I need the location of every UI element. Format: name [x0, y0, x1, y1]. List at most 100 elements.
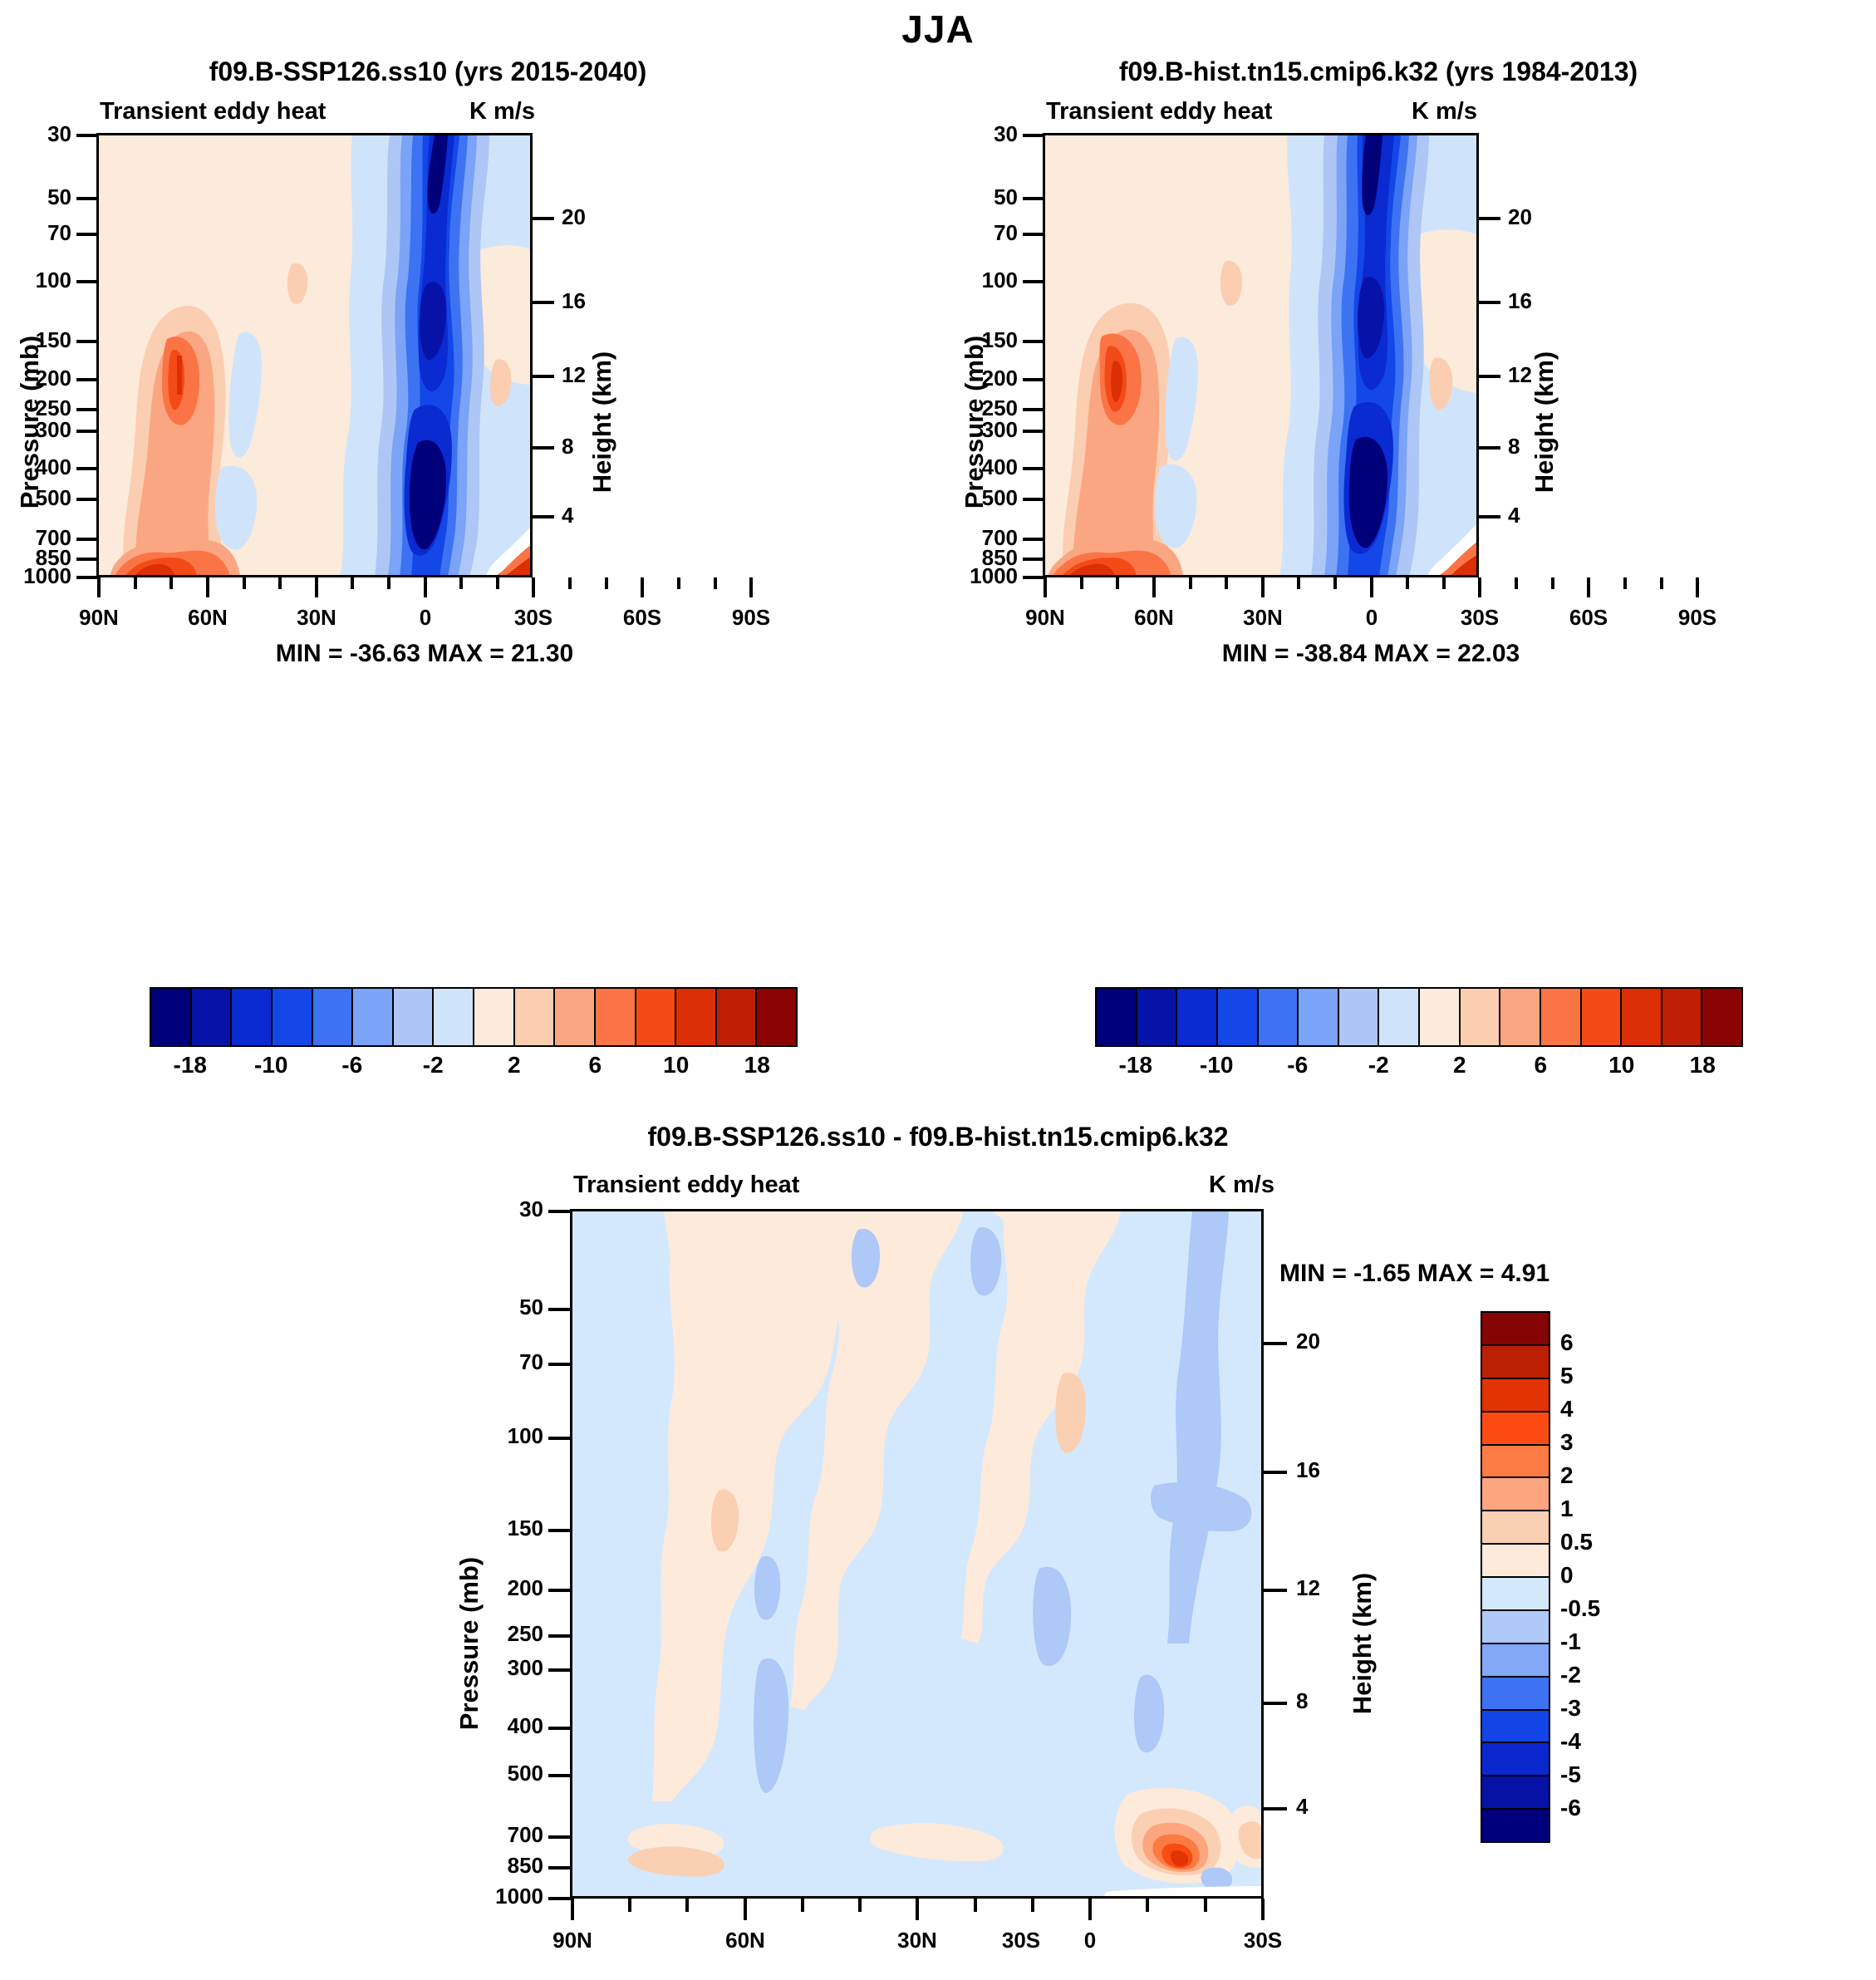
colorbar-main-right-tick-5: 6: [1534, 1052, 1548, 1078]
colorbar-diff-tick-7: 0: [1560, 1562, 1574, 1588]
y2-axis-title-bottom: Height (km): [1348, 1572, 1377, 1715]
colorbar-diff-tick-13: -5: [1560, 1761, 1581, 1787]
colorbar-main-left-tick-7: 18: [744, 1052, 770, 1078]
colorbar-main-left-cell-13: [676, 989, 717, 1045]
colorbar-diff-tick-2: 4: [1560, 1396, 1574, 1422]
colorbar-main-left-cell-15: [757, 989, 796, 1045]
colorbar-diff-cell-4: [1482, 1445, 1549, 1479]
colorbar-main-right-cell-10: [1500, 989, 1541, 1045]
colorbar-main-right-tick-3: -2: [1368, 1052, 1389, 1078]
colorbar-main-right-tick-1: -10: [1200, 1052, 1234, 1078]
colorbar-main-left-tick-6: 10: [663, 1052, 690, 1078]
panel-subtitle-bottom: Transient eddy heat: [573, 1172, 800, 1198]
y-axis-title-bottom: Pressure (mb): [454, 1556, 484, 1731]
panel-top-right: f09.B-hist.tn15.cmip6.k32 (yrs 1984-2013…: [938, 50, 1876, 1147]
y2-axis-title-top-right: Height (km): [1530, 351, 1559, 494]
colorbar-main-right-tick-4: 2: [1452, 1052, 1466, 1078]
colorbar-diff-cell-0: [1482, 1313, 1549, 1346]
colorbar-main-left-cell-0: [151, 989, 192, 1045]
colorbar-main-right-cell-0: [1097, 989, 1137, 1045]
colorbar-diff-cell-11: [1482, 1677, 1549, 1711]
colorbar-diff-tick-5: 1: [1560, 1496, 1574, 1521]
x-tick-30s: 30S: [1001, 1928, 1041, 1953]
colorbar-diff-tick-1: 5: [1560, 1363, 1574, 1388]
colorbar-main-left-tick-2: -6: [341, 1052, 363, 1078]
plot-area-top-left: [96, 133, 533, 577]
colorbar-main-left-tick-1: -10: [254, 1052, 288, 1078]
panel-subtitle-top-left: Transient eddy heat: [100, 98, 327, 125]
colorbar-main-right-cell-14: [1662, 989, 1703, 1045]
colorbar-diff-tick-10: -2: [1560, 1662, 1581, 1688]
colorbar-diff-tick-0: 6: [1560, 1329, 1574, 1355]
colorbar-main-left: -18 -10 -6 -2 2 6 10 18: [150, 987, 798, 1087]
colorbar-diff-tick-6: 0.5: [1560, 1529, 1593, 1555]
minmax-top-right: MIN = -38.84 MAX = 22.03: [1221, 640, 1520, 667]
panel-units-top-right: K m/s: [1412, 98, 1477, 125]
panel-units-bottom: K m/s: [1209, 1172, 1274, 1198]
colorbar-diff-tick-3: 3: [1560, 1429, 1574, 1455]
panel-top-left: f09.B-SSP126.ss10 (yrs 2015-2040) Transi…: [0, 50, 938, 1147]
colorbar-main-right-cell-1: [1137, 989, 1178, 1045]
figure-title: JJA: [901, 7, 975, 51]
colorbar-main-left-tick-4: 2: [507, 1052, 521, 1078]
colorbar-main-left-cell-7: [434, 989, 474, 1045]
panel-title-top-left: f09.B-SSP126.ss10 (yrs 2015-2040): [209, 57, 647, 86]
colorbar-main-right-cell-12: [1581, 989, 1623, 1045]
colorbar-main-left-tick-0: -18: [173, 1052, 207, 1078]
colorbar-main-left-cell-6: [393, 989, 435, 1045]
colorbar-diff: 6 5 4 3 2 1 0.5 0 -0.5 -1 -2 -3 -4 -5 -6: [1481, 1311, 1680, 1843]
colorbar-main-right-cell-15: [1702, 989, 1741, 1045]
colorbar-main-right-tick-7: 18: [1689, 1052, 1716, 1078]
colorbar-diff-cell-10: [1482, 1643, 1549, 1678]
minmax-top-left: MIN = -36.63 MAX = 21.30: [275, 640, 574, 667]
colorbar-main-left-cell-14: [716, 989, 758, 1045]
colorbar-diff-cell-5: [1482, 1478, 1549, 1512]
colorbar-main-right-cell-8: [1420, 989, 1461, 1045]
panel-title-top-right: f09.B-hist.tn15.cmip6.k32 (yrs 1984-2013…: [1118, 57, 1638, 86]
colorbar-main-left-cell-1: [191, 989, 233, 1045]
colorbar-main-right-tick-0: -18: [1118, 1052, 1152, 1078]
colorbar-diff-tick-12: -4: [1560, 1728, 1581, 1754]
colorbar-diff-tick-9: -1: [1560, 1629, 1581, 1654]
colorbar-main-left-cell-11: [595, 989, 636, 1045]
minmax-bottom: MIN = -1.65 MAX = 4.91: [1279, 1260, 1550, 1287]
colorbar-diff-cell-15: [1482, 1810, 1549, 1841]
colorbar-main-left-tick-3: -2: [422, 1052, 444, 1078]
panel-units-top-left: K m/s: [469, 98, 535, 125]
panel-bottom-diff: f09.B-SSP126.ss10 - f09.B-hist.tn15.cmip…: [0, 1113, 1876, 1980]
contour-field-bottom: [572, 1211, 1261, 1896]
plot-area-top-right: [1043, 133, 1479, 577]
colorbar-main-right-cell-11: [1540, 989, 1582, 1045]
colorbar-main-right-cell-6: [1338, 989, 1380, 1045]
colorbar-main-left-cell-4: [312, 989, 354, 1045]
colorbar-diff-cell-2: [1482, 1378, 1549, 1413]
colorbar-main-left-cell-12: [636, 989, 677, 1045]
colorbar-diff-cell-1: [1482, 1345, 1549, 1379]
panel-subtitle-top-right: Transient eddy heat: [1046, 98, 1273, 125]
colorbar-diff-tick-8: -0.5: [1560, 1595, 1601, 1621]
colorbar-main-right-cell-3: [1217, 989, 1259, 1045]
colorbar-main-left-tick-5: 6: [588, 1052, 602, 1078]
colorbar-diff-cell-7: [1482, 1545, 1549, 1578]
colorbar-main-right-cell-5: [1299, 989, 1339, 1045]
colorbar-main-left-cell-10: [555, 989, 596, 1045]
colorbar-main-left-cell-5: [353, 989, 394, 1045]
colorbar-main-left-cell-9: [514, 989, 556, 1045]
colorbar-diff-cell-12: [1482, 1710, 1549, 1744]
panel-title-bottom: f09.B-SSP126.ss10 - f09.B-hist.tn15.cmip…: [647, 1122, 1229, 1152]
y2-axis-title-top-left: Height (km): [587, 351, 616, 494]
colorbar-main-left-cell-3: [272, 989, 313, 1045]
colorbar-diff-tick-14: -6: [1560, 1795, 1581, 1820]
colorbar-main-right-tick-2: -6: [1287, 1052, 1309, 1078]
colorbar-diff-tick-4: 2: [1560, 1462, 1574, 1488]
colorbar-diff-cell-3: [1482, 1412, 1549, 1446]
contour-field-top-left: [99, 135, 530, 575]
colorbar-diff-cell-9: [1482, 1610, 1549, 1644]
colorbar-main-right-cell-4: [1258, 989, 1299, 1045]
colorbar-diff-tick-11: -3: [1560, 1695, 1581, 1721]
colorbar-diff-cell-8: [1482, 1578, 1549, 1611]
colorbar-diff-cell-6: [1482, 1511, 1549, 1545]
colorbar-main-right-cell-9: [1460, 989, 1501, 1045]
plot-area-bottom: [570, 1209, 1264, 1899]
